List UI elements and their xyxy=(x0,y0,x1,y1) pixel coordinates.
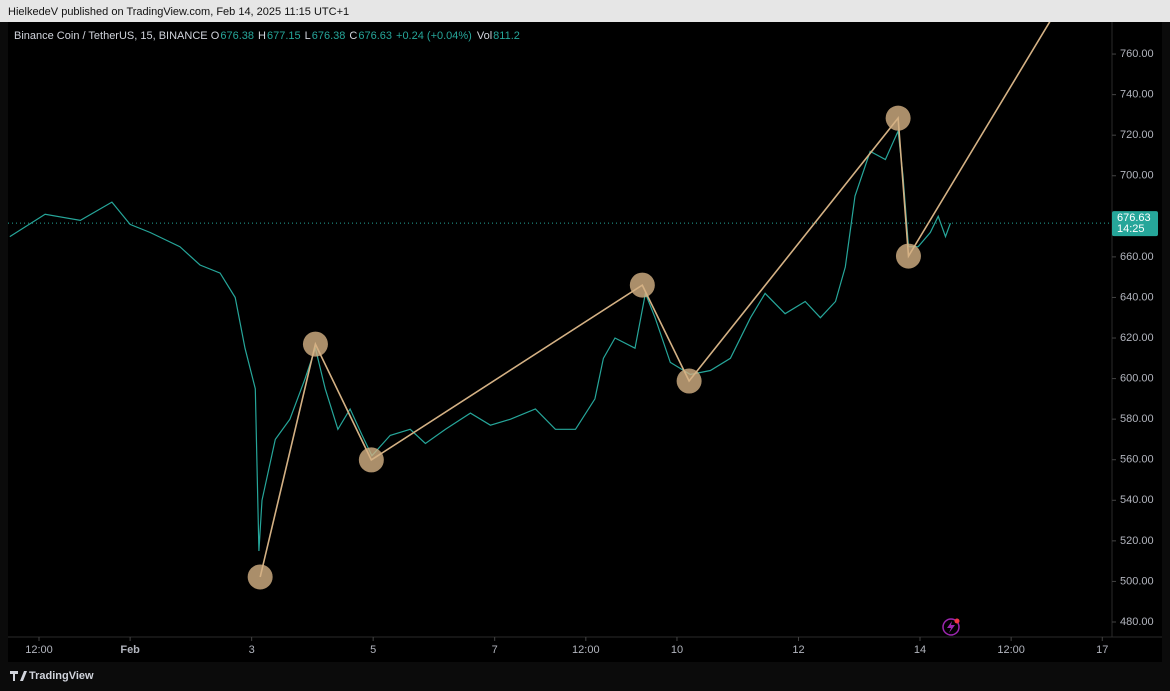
pivot-marker xyxy=(885,105,911,131)
header-bar xyxy=(0,0,1170,22)
y-tick-label: 540.00 xyxy=(1120,494,1154,506)
x-tick-label: 10 xyxy=(671,644,683,656)
x-tick-label: 14 xyxy=(914,644,926,656)
symbol-title: Binance Coin / TetherUS, 15, BINANCE xyxy=(14,30,208,42)
last-price-box xyxy=(1112,211,1158,237)
footer-brand: TradingView xyxy=(29,670,94,682)
legend-text: C xyxy=(349,30,357,42)
x-tick-label: 3 xyxy=(249,644,255,656)
y-tick-label: 600.00 xyxy=(1120,372,1154,384)
legend-text: 676.63 xyxy=(358,30,392,42)
ohlc-legend: O 676.38 H 677.15 L 676.38 C 676.63 +0.24 (+0.04… xyxy=(211,30,520,42)
y-tick-label: 720.00 xyxy=(1120,129,1154,141)
x-tick-label: 5 xyxy=(370,644,376,656)
annotation-line xyxy=(259,22,1051,578)
legend-text: +0.24 (+0.04%) xyxy=(396,30,472,42)
legend-text: 677.15 xyxy=(267,30,301,42)
x-tick-label: 12 xyxy=(792,644,804,656)
y-tick-label: 700.00 xyxy=(1120,170,1154,182)
y-tick-label: 560.00 xyxy=(1120,454,1154,466)
legend-text: Vol xyxy=(477,30,492,42)
pivot-marker xyxy=(895,243,921,269)
x-tick-label: 12:00 xyxy=(572,644,600,656)
pivot-marker xyxy=(247,564,273,590)
legend-text: H xyxy=(258,30,266,42)
y-tick-label: 620.00 xyxy=(1120,332,1154,344)
legend-text: L xyxy=(305,30,311,42)
legend-text: 811.2 xyxy=(493,30,520,42)
y-tick-label: 480.00 xyxy=(1120,616,1154,628)
price-line xyxy=(9,128,951,552)
legend-text: 676.38 xyxy=(312,30,346,42)
legend-text: 676.38 xyxy=(220,30,254,42)
chart-area xyxy=(8,22,1162,662)
pivot-marker xyxy=(676,368,702,394)
x-tick-label: 7 xyxy=(492,644,498,656)
pivot-marker xyxy=(302,331,328,357)
y-tick-label: 740.00 xyxy=(1120,89,1154,101)
footer-logo xyxy=(10,671,27,681)
y-tick-label: 520.00 xyxy=(1120,535,1154,547)
last-price-label: 676.63 xyxy=(1117,212,1151,224)
pivot-marker xyxy=(358,447,384,473)
x-tick-label: 12:00 xyxy=(997,644,1025,656)
x-tick-label: Feb xyxy=(120,644,140,656)
plot xyxy=(8,22,1112,590)
y-tick-label: 660.00 xyxy=(1120,251,1154,263)
y-tick-label: 640.00 xyxy=(1120,291,1154,303)
x-tick-label: 17 xyxy=(1096,644,1108,656)
header-text: HielkedeV published on TradingView.com, … xyxy=(8,6,349,18)
y-tick-label: 760.00 xyxy=(1120,48,1154,60)
legend-text: O xyxy=(211,30,220,42)
y-tick-label: 580.00 xyxy=(1120,413,1154,425)
lightning-icon xyxy=(942,618,960,636)
countdown-label: 14:25 xyxy=(1117,223,1145,235)
x-tick-label: 12:00 xyxy=(25,644,53,656)
y-tick-label: 500.00 xyxy=(1120,575,1154,587)
pivot-marker xyxy=(629,272,655,298)
